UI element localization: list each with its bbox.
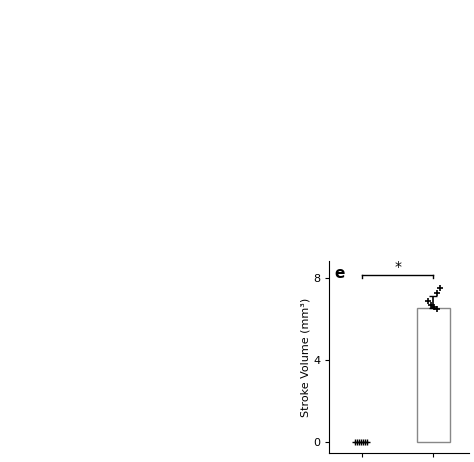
Bar — [329, 261, 469, 453]
Text: e: e — [335, 266, 345, 281]
Bar — [417, 309, 449, 443]
Text: *: * — [394, 261, 401, 274]
Y-axis label: Stroke Volume (mm³): Stroke Volume (mm³) — [301, 297, 310, 417]
